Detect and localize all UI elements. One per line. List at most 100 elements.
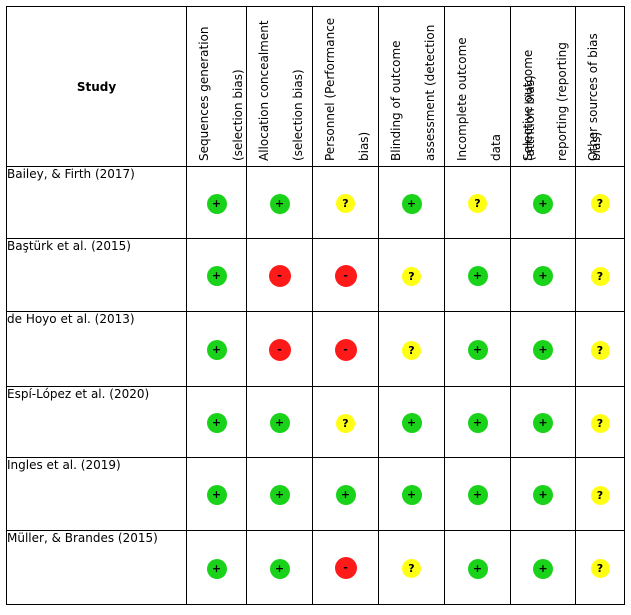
low-risk-icon: + bbox=[269, 485, 290, 505]
low-risk-icon: + bbox=[533, 558, 553, 579]
unclear-risk-icon: ? bbox=[590, 559, 610, 578]
rating-cell: ? bbox=[575, 238, 625, 312]
low-risk-icon: + bbox=[533, 193, 553, 214]
rating-cell: + bbox=[378, 166, 445, 239]
rating-cell: + bbox=[444, 311, 511, 387]
low-risk-icon: + bbox=[533, 340, 553, 360]
rating-cell: + bbox=[186, 238, 247, 312]
header-row: Study Sequences generation (selection bi… bbox=[6, 6, 625, 167]
low-risk-icon: + bbox=[467, 485, 488, 505]
high-risk-icon: - bbox=[334, 338, 357, 361]
rating-cell: + bbox=[186, 457, 247, 531]
rating-cell: + bbox=[510, 386, 576, 458]
rating-cell: - bbox=[246, 311, 313, 387]
rating-cell: ? bbox=[312, 386, 379, 458]
low-risk-icon: + bbox=[467, 340, 488, 360]
low-risk-icon: + bbox=[269, 193, 290, 214]
study-name-cell: Ingles et al. (2019) bbox=[6, 457, 187, 531]
rating-cell: ? bbox=[575, 457, 625, 531]
rating-cell: + bbox=[510, 457, 576, 531]
column-header-allocation-concealment: Allocation concealment (selection bias) bbox=[246, 6, 313, 167]
low-risk-icon: + bbox=[401, 485, 422, 505]
unclear-risk-icon: ? bbox=[590, 194, 610, 213]
column-header-blinding-outcome: Blinding of outcome assessment (detectio… bbox=[378, 6, 445, 167]
high-risk-icon: - bbox=[334, 557, 357, 579]
rating-cell: + bbox=[246, 386, 313, 458]
low-risk-icon: + bbox=[467, 413, 488, 433]
high-risk-icon: - bbox=[268, 338, 291, 361]
column-header-incomplete-outcome: Incomplete outcome data (attrition bias) bbox=[444, 6, 537, 167]
unclear-risk-icon: ? bbox=[336, 413, 355, 433]
table-row: Bailey, & Firth (2017) + +? +? +? bbox=[6, 166, 625, 239]
unclear-risk-icon: ? bbox=[336, 194, 355, 213]
unclear-risk-icon: ? bbox=[402, 340, 421, 360]
rating-cell: ? bbox=[378, 311, 445, 387]
rating-cell: - bbox=[312, 311, 379, 387]
low-risk-icon: + bbox=[206, 413, 227, 433]
high-risk-icon: - bbox=[334, 264, 357, 287]
rating-cell: ? bbox=[575, 386, 625, 458]
column-header-label: Other sources of bias bbox=[586, 33, 600, 161]
rating-cell: + bbox=[444, 386, 511, 458]
column-header-personnel: Personnel (Performance bias) bbox=[312, 6, 379, 167]
rating-cell: + bbox=[510, 530, 576, 605]
column-header-label: Blinding of outcome assessment (detectio… bbox=[389, 24, 437, 161]
low-risk-icon: + bbox=[206, 193, 227, 214]
rating-cell: ? bbox=[575, 166, 625, 239]
study-name-cell: Bailey, & Firth (2017) bbox=[6, 166, 187, 239]
rating-cell: ? bbox=[312, 166, 379, 239]
study-name-cell: Baştürk et al. (2015) bbox=[6, 238, 187, 312]
rating-cell: + bbox=[444, 457, 511, 531]
rating-cell: + bbox=[246, 166, 313, 239]
low-risk-icon: + bbox=[467, 558, 488, 579]
rating-cell: + bbox=[246, 530, 313, 605]
rating-cell: ? bbox=[444, 166, 511, 239]
table-row: Baştürk et al. (2015) + - -? + +? bbox=[6, 238, 625, 312]
low-risk-icon: + bbox=[269, 413, 290, 433]
low-risk-icon: + bbox=[206, 558, 227, 579]
low-risk-icon: + bbox=[533, 413, 553, 433]
high-risk-icon: - bbox=[268, 264, 291, 287]
unclear-risk-icon: ? bbox=[590, 266, 610, 286]
column-header-label: Sequences generation (selection bias) bbox=[197, 26, 245, 161]
low-risk-icon: + bbox=[269, 558, 290, 579]
low-risk-icon: + bbox=[206, 266, 227, 286]
low-risk-icon: + bbox=[533, 485, 553, 505]
low-risk-icon: + bbox=[401, 193, 422, 214]
low-risk-icon: + bbox=[206, 485, 227, 505]
rating-cell: + bbox=[444, 530, 511, 605]
rating-cell: + bbox=[510, 311, 576, 387]
low-risk-icon: + bbox=[401, 413, 422, 433]
table-body: Bailey, & Firth (2017) + +? +? +? Baştürk et … bbox=[6, 166, 625, 605]
low-risk-icon: + bbox=[467, 266, 488, 286]
rating-cell: + bbox=[246, 457, 313, 531]
table-row: Espí-López et al. (2020) + +? + + +? bbox=[6, 386, 625, 458]
rating-cell: - bbox=[312, 530, 379, 605]
rating-cell: ? bbox=[575, 311, 625, 387]
rating-cell: + bbox=[186, 166, 247, 239]
unclear-risk-icon: ? bbox=[590, 485, 610, 505]
column-header-label: Personnel (Performance bias) bbox=[323, 17, 371, 161]
rating-cell: ? bbox=[378, 530, 445, 605]
rating-cell: + bbox=[510, 166, 576, 239]
unclear-risk-icon: ? bbox=[468, 194, 487, 213]
risk-of-bias-table: Study Sequences generation (selection bi… bbox=[6, 6, 625, 605]
unclear-risk-icon: ? bbox=[590, 413, 610, 433]
column-header-label: Allocation concealment (selection bias) bbox=[257, 20, 305, 161]
study-name-cell: Müller, & Brandes (2015) bbox=[6, 530, 187, 605]
study-name-cell: Espí-López et al. (2020) bbox=[6, 386, 187, 458]
table-row: de Hoyo et al. (2013) + - -? + +? bbox=[6, 311, 625, 387]
table-row: Müller, & Brandes (2015) + + -? + +? bbox=[6, 530, 625, 605]
study-column-header: Study bbox=[6, 6, 187, 167]
column-header-selective-reporting: Selective outcome reporting (reporting b… bbox=[510, 6, 603, 167]
unclear-risk-icon: ? bbox=[402, 266, 421, 286]
column-header-other-bias: Other sources of bias bbox=[575, 6, 625, 167]
low-risk-icon: + bbox=[533, 266, 553, 286]
unclear-risk-icon: ? bbox=[402, 559, 421, 578]
rating-cell: + bbox=[186, 530, 247, 605]
unclear-risk-icon: ? bbox=[590, 340, 610, 360]
low-risk-icon: + bbox=[335, 485, 356, 505]
rating-cell: + bbox=[186, 311, 247, 387]
low-risk-icon: + bbox=[206, 340, 227, 360]
rating-cell: + bbox=[378, 386, 445, 458]
